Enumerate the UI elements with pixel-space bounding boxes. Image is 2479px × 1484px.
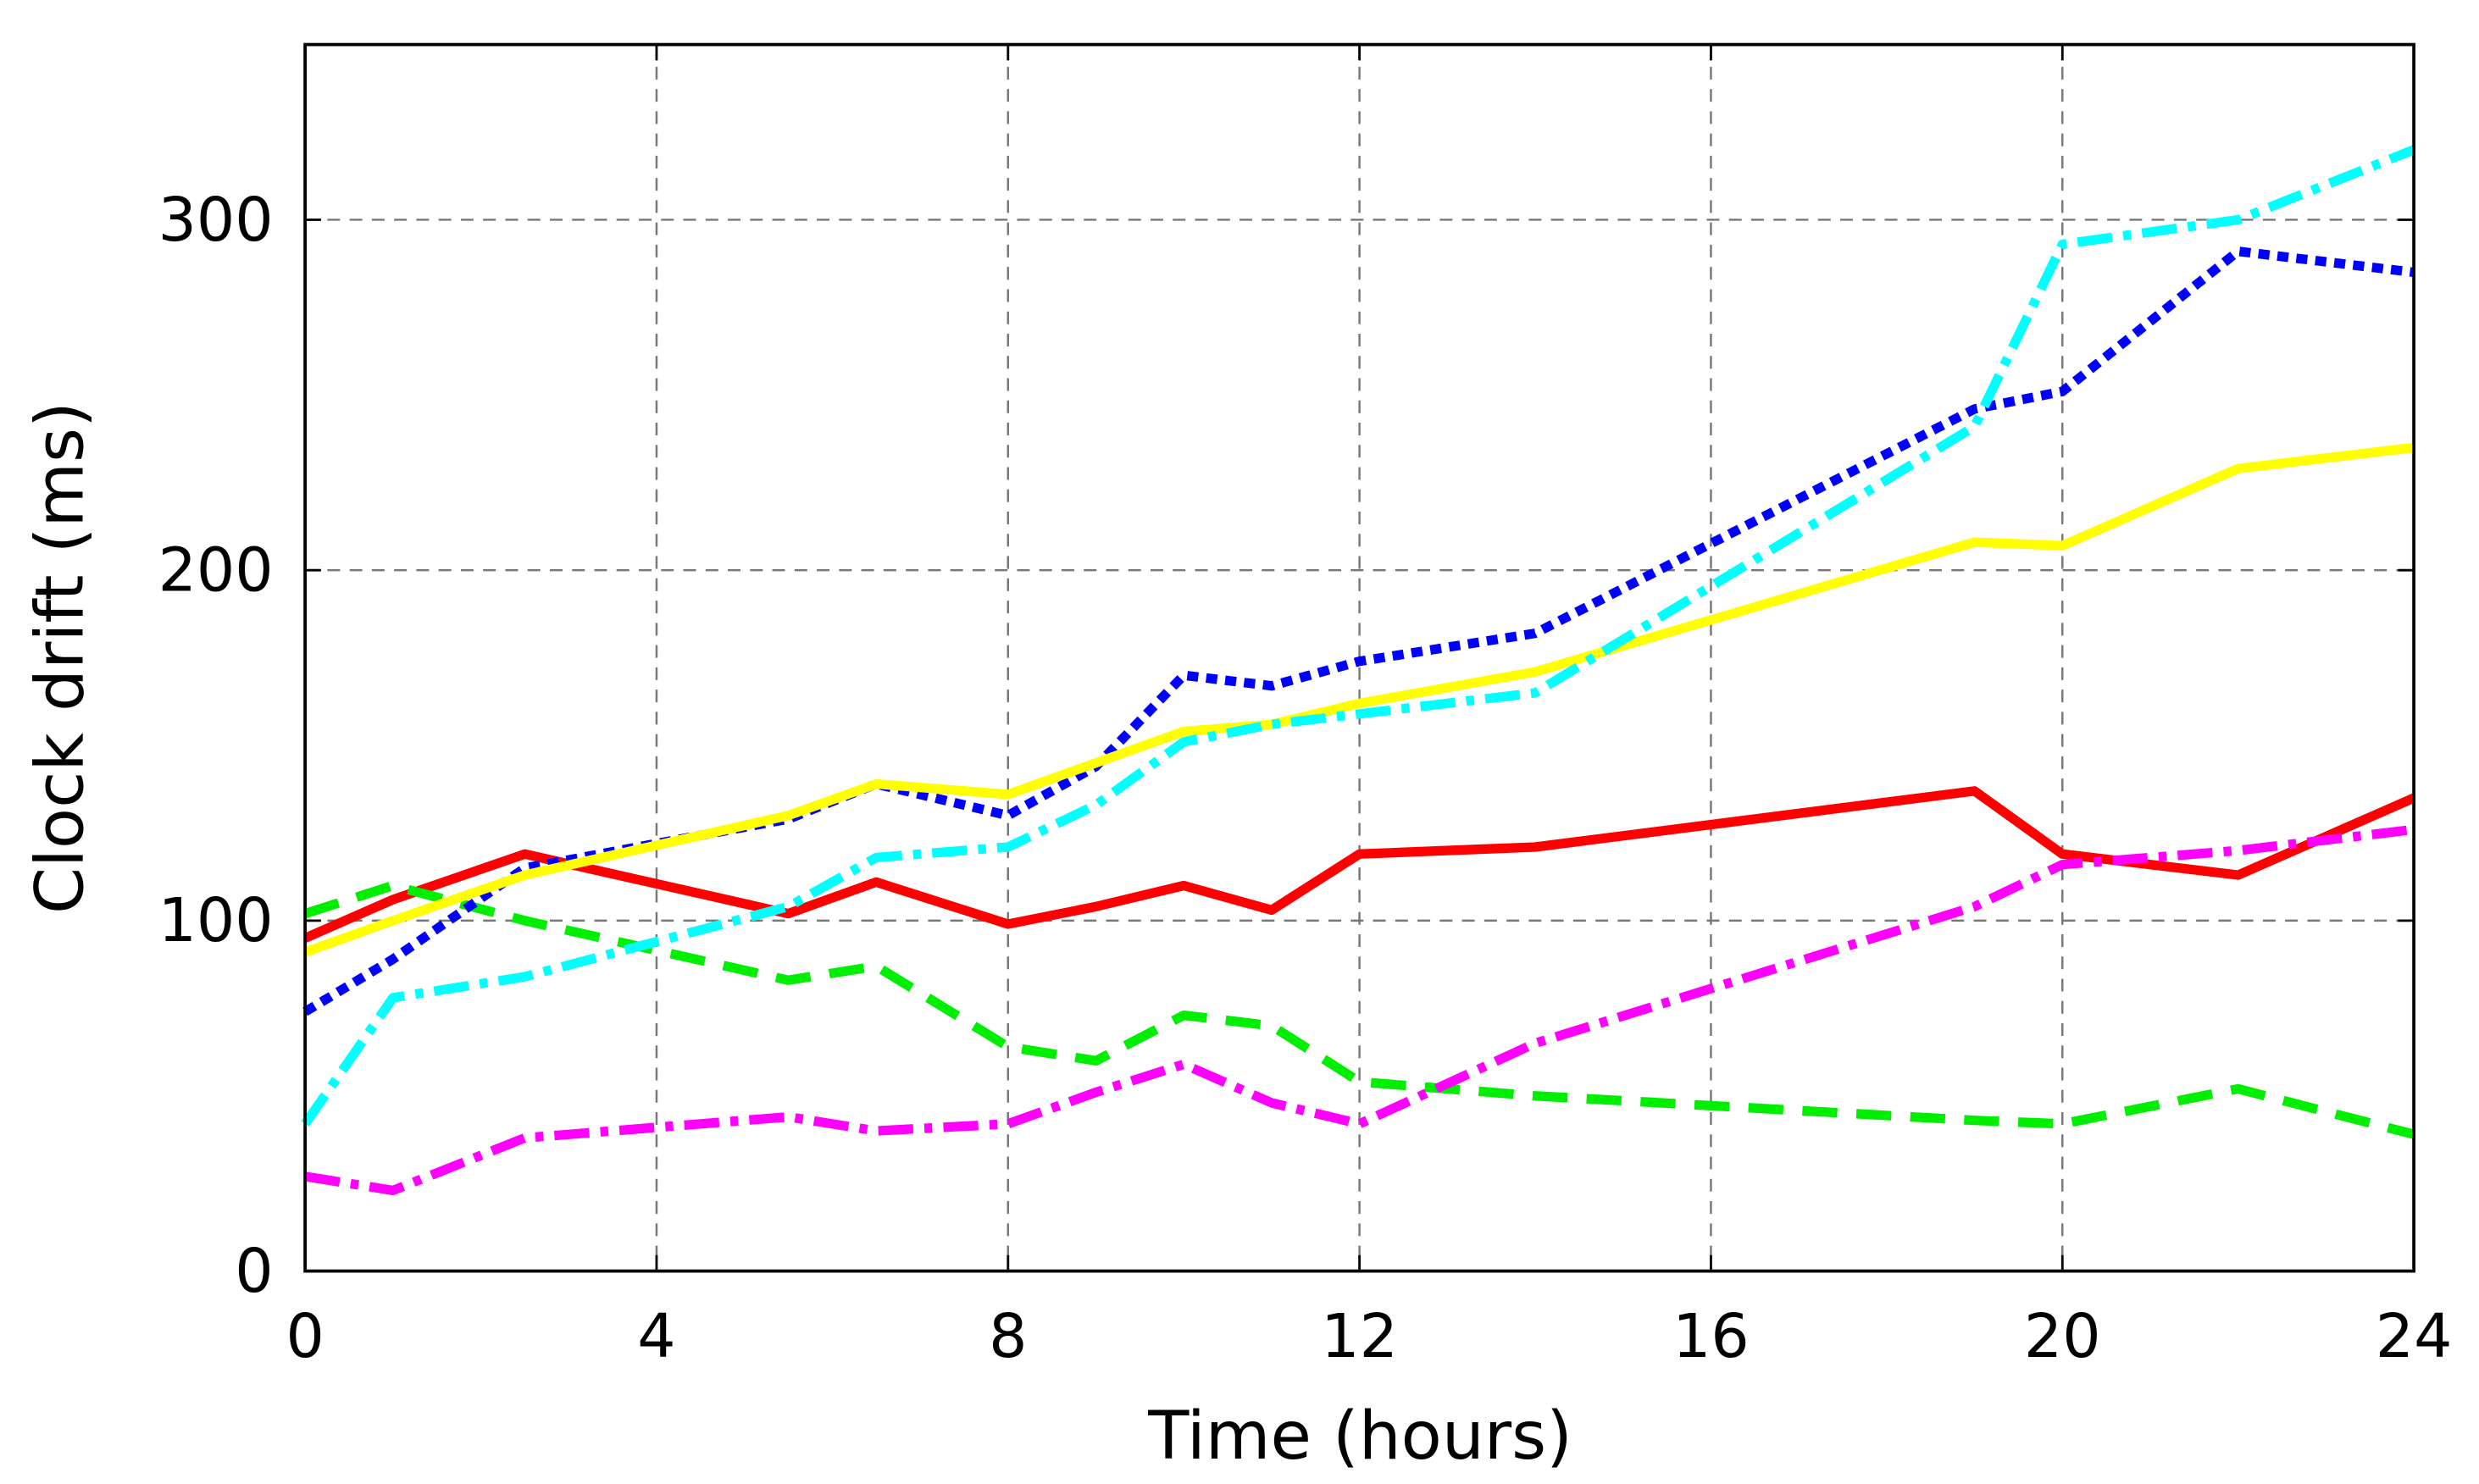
- x-tick-label: 0: [286, 1301, 324, 1371]
- y-tick-label: 300: [158, 185, 274, 255]
- x-tick-label: 16: [1672, 1301, 1750, 1371]
- x-tick-label: 12: [1321, 1301, 1398, 1371]
- plot-frame: [303, 42, 2415, 1273]
- x-tick-label: 8: [989, 1301, 1027, 1371]
- y-tick-label: 200: [158, 535, 274, 606]
- data-line: [303, 880, 2415, 1139]
- x-axis-label: Time (hours): [1147, 1397, 1572, 1475]
- data-line: [304, 824, 2415, 1196]
- x-tick-label: 24: [2376, 1301, 2453, 1371]
- data-line: [301, 145, 2416, 1127]
- x-tick-label: 4: [637, 1301, 675, 1371]
- data-line: [303, 442, 2415, 957]
- data-line: [302, 786, 2416, 943]
- y-tick-label: 100: [158, 885, 274, 955]
- x-tick-label: 20: [2024, 1301, 2101, 1371]
- y-axis-label: Clock drift (ms): [21, 401, 99, 914]
- y-tick-label: 0: [235, 1236, 273, 1306]
